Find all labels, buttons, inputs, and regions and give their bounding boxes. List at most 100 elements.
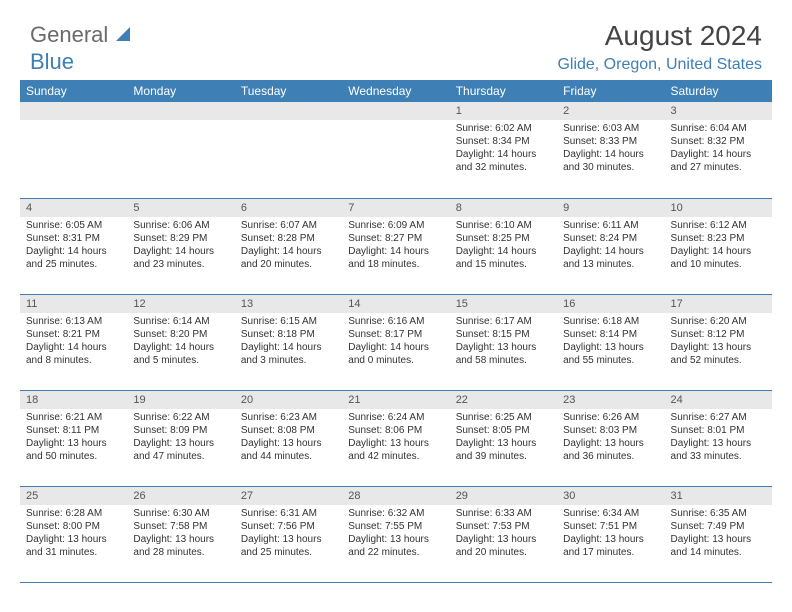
location-label: Glide, Oregon, United States (557, 56, 762, 74)
calendar-day-cell: 30Sunrise: 6:34 AMSunset: 7:51 PMDayligh… (557, 486, 664, 582)
day-number: 9 (557, 199, 664, 217)
calendar-week-row: 18Sunrise: 6:21 AMSunset: 8:11 PMDayligh… (20, 390, 772, 486)
day-info: Sunrise: 6:35 AMSunset: 7:49 PMDaylight:… (665, 505, 772, 563)
daylight-text: Daylight: 13 hours and 14 minutes. (671, 533, 766, 559)
day-number: 22 (450, 391, 557, 409)
daylight-text: Daylight: 13 hours and 33 minutes. (671, 437, 766, 463)
day-number (342, 102, 449, 120)
daylight-text: Daylight: 13 hours and 58 minutes. (456, 341, 551, 367)
day-info: Sunrise: 6:05 AMSunset: 8:31 PMDaylight:… (20, 217, 127, 275)
calendar-week-row: 25Sunrise: 6:28 AMSunset: 8:00 PMDayligh… (20, 486, 772, 582)
day-number: 25 (20, 487, 127, 505)
sunset-text: Sunset: 8:34 PM (456, 135, 551, 148)
daylight-text: Daylight: 14 hours and 8 minutes. (26, 341, 121, 367)
sunrise-text: Sunrise: 6:25 AM (456, 411, 551, 424)
calendar-day-cell: 27Sunrise: 6:31 AMSunset: 7:56 PMDayligh… (235, 486, 342, 582)
day-number: 14 (342, 295, 449, 313)
sunrise-text: Sunrise: 6:31 AM (241, 507, 336, 520)
sunset-text: Sunset: 8:12 PM (671, 328, 766, 341)
sunset-text: Sunset: 8:20 PM (133, 328, 228, 341)
sunset-text: Sunset: 8:08 PM (241, 424, 336, 437)
day-info: Sunrise: 6:16 AMSunset: 8:17 PMDaylight:… (342, 313, 449, 371)
calendar-day-cell: 7Sunrise: 6:09 AMSunset: 8:27 PMDaylight… (342, 198, 449, 294)
sunset-text: Sunset: 8:21 PM (26, 328, 121, 341)
day-info: Sunrise: 6:27 AMSunset: 8:01 PMDaylight:… (665, 409, 772, 467)
sunrise-text: Sunrise: 6:10 AM (456, 219, 551, 232)
daylight-text: Daylight: 14 hours and 18 minutes. (348, 245, 443, 271)
sunset-text: Sunset: 8:28 PM (241, 232, 336, 245)
sunrise-text: Sunrise: 6:14 AM (133, 315, 228, 328)
sunset-text: Sunset: 8:11 PM (26, 424, 121, 437)
daylight-text: Daylight: 14 hours and 10 minutes. (671, 245, 766, 271)
calendar-day-cell: 9Sunrise: 6:11 AMSunset: 8:24 PMDaylight… (557, 198, 664, 294)
sunrise-text: Sunrise: 6:24 AM (348, 411, 443, 424)
sunrise-text: Sunrise: 6:06 AM (133, 219, 228, 232)
calendar-day-cell: 10Sunrise: 6:12 AMSunset: 8:23 PMDayligh… (665, 198, 772, 294)
calendar-header-row: SundayMondayTuesdayWednesdayThursdayFrid… (20, 80, 772, 102)
day-number: 7 (342, 199, 449, 217)
day-number: 13 (235, 295, 342, 313)
day-number: 8 (450, 199, 557, 217)
sunset-text: Sunset: 8:00 PM (26, 520, 121, 533)
sunset-text: Sunset: 8:14 PM (563, 328, 658, 341)
day-number: 24 (665, 391, 772, 409)
calendar-day-cell: 29Sunrise: 6:33 AMSunset: 7:53 PMDayligh… (450, 486, 557, 582)
sunset-text: Sunset: 8:32 PM (671, 135, 766, 148)
sunset-text: Sunset: 8:23 PM (671, 232, 766, 245)
day-info: Sunrise: 6:20 AMSunset: 8:12 PMDaylight:… (665, 313, 772, 371)
day-info: Sunrise: 6:04 AMSunset: 8:32 PMDaylight:… (665, 120, 772, 178)
day-number: 11 (20, 295, 127, 313)
month-title: August 2024 (557, 20, 762, 52)
sunset-text: Sunset: 7:56 PM (241, 520, 336, 533)
daylight-text: Daylight: 13 hours and 39 minutes. (456, 437, 551, 463)
daylight-text: Daylight: 13 hours and 44 minutes. (241, 437, 336, 463)
daylight-text: Daylight: 14 hours and 5 minutes. (133, 341, 228, 367)
day-number: 12 (127, 295, 234, 313)
day-info: Sunrise: 6:23 AMSunset: 8:08 PMDaylight:… (235, 409, 342, 467)
calendar-day-cell (20, 102, 127, 198)
sunrise-text: Sunrise: 6:16 AM (348, 315, 443, 328)
calendar-day-cell: 21Sunrise: 6:24 AMSunset: 8:06 PMDayligh… (342, 390, 449, 486)
day-info: Sunrise: 6:03 AMSunset: 8:33 PMDaylight:… (557, 120, 664, 178)
sunset-text: Sunset: 8:06 PM (348, 424, 443, 437)
calendar-day-cell: 2Sunrise: 6:03 AMSunset: 8:33 PMDaylight… (557, 102, 664, 198)
day-number: 26 (127, 487, 234, 505)
weekday-header: Tuesday (235, 80, 342, 102)
calendar-day-cell: 4Sunrise: 6:05 AMSunset: 8:31 PMDaylight… (20, 198, 127, 294)
day-number (127, 102, 234, 120)
day-info: Sunrise: 6:26 AMSunset: 8:03 PMDaylight:… (557, 409, 664, 467)
day-info: Sunrise: 6:17 AMSunset: 8:15 PMDaylight:… (450, 313, 557, 371)
daylight-text: Daylight: 13 hours and 47 minutes. (133, 437, 228, 463)
day-info: Sunrise: 6:24 AMSunset: 8:06 PMDaylight:… (342, 409, 449, 467)
sunrise-text: Sunrise: 6:13 AM (26, 315, 121, 328)
day-info: Sunrise: 6:09 AMSunset: 8:27 PMDaylight:… (342, 217, 449, 275)
daylight-text: Daylight: 14 hours and 30 minutes. (563, 148, 658, 174)
daylight-text: Daylight: 14 hours and 25 minutes. (26, 245, 121, 271)
sunrise-text: Sunrise: 6:05 AM (26, 219, 121, 232)
day-number: 20 (235, 391, 342, 409)
daylight-text: Daylight: 13 hours and 52 minutes. (671, 341, 766, 367)
sunrise-text: Sunrise: 6:34 AM (563, 507, 658, 520)
brand-part-b: Blue (30, 49, 74, 74)
day-number: 6 (235, 199, 342, 217)
day-info: Sunrise: 6:12 AMSunset: 8:23 PMDaylight:… (665, 217, 772, 275)
day-number: 23 (557, 391, 664, 409)
daylight-text: Daylight: 13 hours and 17 minutes. (563, 533, 658, 559)
calendar-day-cell: 11 Sunrise: 6:13 AMSunset: 8:21 PMDayligh… (20, 294, 127, 390)
day-number: 15 (450, 295, 557, 313)
daylight-text: Daylight: 14 hours and 23 minutes. (133, 245, 228, 271)
calendar-day-cell: 25Sunrise: 6:28 AMSunset: 8:00 PMDayligh… (20, 486, 127, 582)
calendar-table: SundayMondayTuesdayWednesdayThursdayFrid… (20, 80, 772, 583)
calendar-day-cell: 5Sunrise: 6:06 AMSunset: 8:29 PMDaylight… (127, 198, 234, 294)
sunrise-text: Sunrise: 6:22 AM (133, 411, 228, 424)
sunset-text: Sunset: 7:49 PM (671, 520, 766, 533)
sunset-text: Sunset: 8:24 PM (563, 232, 658, 245)
weekday-header: Thursday (450, 80, 557, 102)
day-number: 30 (557, 487, 664, 505)
calendar-day-cell: 17Sunrise: 6:20 AMSunset: 8:12 PMDayligh… (665, 294, 772, 390)
calendar-day-cell: 18Sunrise: 6:21 AMSunset: 8:11 PMDayligh… (20, 390, 127, 486)
day-info: Sunrise: 6:14 AMSunset: 8:20 PMDaylight:… (127, 313, 234, 371)
header-right: August 2024 Glide, Oregon, United States (557, 20, 762, 74)
sunrise-text: Sunrise: 6:12 AM (671, 219, 766, 232)
daylight-text: Daylight: 13 hours and 42 minutes. (348, 437, 443, 463)
